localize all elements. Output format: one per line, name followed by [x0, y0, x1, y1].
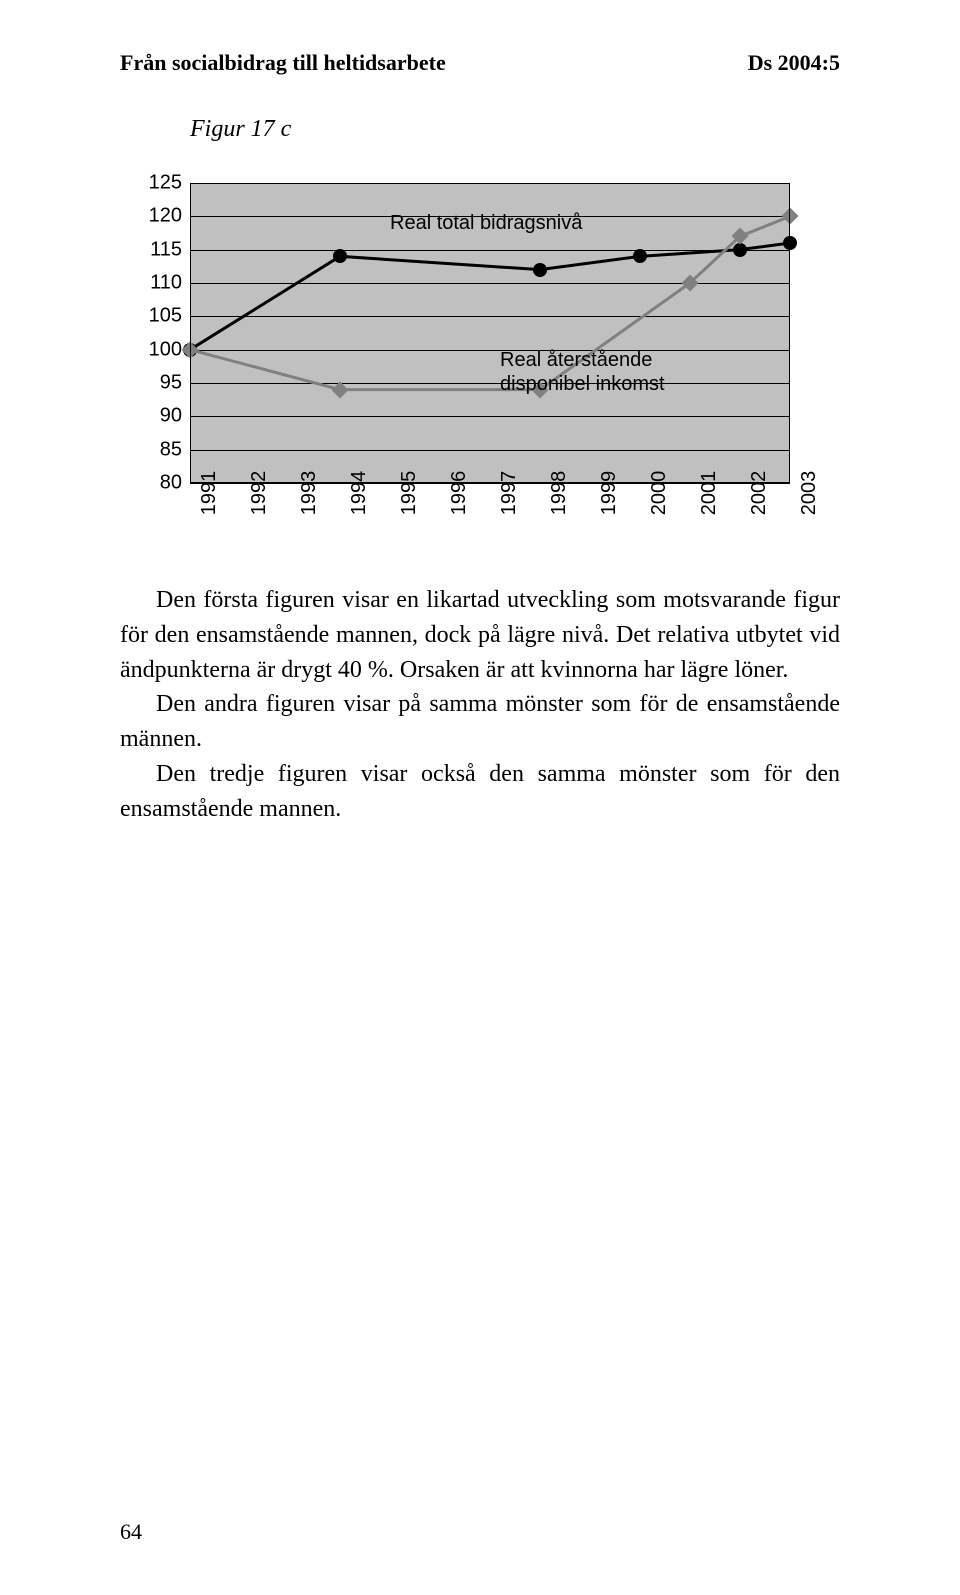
x-tick-label: 2000 [648, 471, 671, 516]
y-tick-label: 125 [132, 172, 182, 195]
y-tick-label: 90 [132, 405, 182, 428]
x-tick-label: 1991 [198, 471, 221, 516]
figure-caption: Figur 17 c [190, 116, 840, 143]
paragraph-1: Den första figuren visar en likartad utv… [120, 583, 840, 687]
y-tick-label: 100 [132, 338, 182, 361]
chart: Real total bidragsnivåReal återståendedi… [130, 183, 830, 523]
y-tick-label: 110 [132, 272, 182, 295]
x-tick-label: 1999 [598, 471, 621, 516]
x-tick-label: 2001 [698, 471, 721, 516]
paragraph-3: Den tredje figuren visar också den samma… [120, 757, 840, 827]
body-text: Den första figuren visar en likartad utv… [120, 583, 840, 827]
x-tick-label: 2003 [798, 471, 821, 516]
y-tick-label: 115 [132, 238, 182, 261]
y-tick-label: 80 [132, 472, 182, 495]
x-tick-label: 1995 [398, 471, 421, 516]
header-right: Ds 2004:5 [748, 50, 840, 76]
y-tick-label: 105 [132, 305, 182, 328]
series-line [190, 183, 790, 483]
paragraph-2: Den andra figuren visar på samma mönster… [120, 687, 840, 757]
x-tick-label: 2002 [748, 471, 771, 516]
x-tick-label: 1993 [298, 471, 321, 516]
plot-area: Real total bidragsnivåReal återståendedi… [190, 183, 790, 483]
x-tick-label: 1994 [348, 471, 371, 516]
series-label: Real återståendedisponibel inkomst [500, 348, 665, 396]
x-tick-label: 1992 [248, 471, 271, 516]
x-tick-label: 1996 [448, 471, 471, 516]
y-tick-label: 85 [132, 438, 182, 461]
page-number: 64 [120, 1519, 142, 1545]
y-tick-label: 120 [132, 205, 182, 228]
header-left: Från socialbidrag till heltidsarbete [120, 50, 446, 76]
x-tick-label: 1997 [498, 471, 521, 516]
x-tick-label: 1998 [548, 471, 571, 516]
y-tick-label: 95 [132, 372, 182, 395]
running-header: Från socialbidrag till heltidsarbete Ds … [120, 50, 840, 76]
